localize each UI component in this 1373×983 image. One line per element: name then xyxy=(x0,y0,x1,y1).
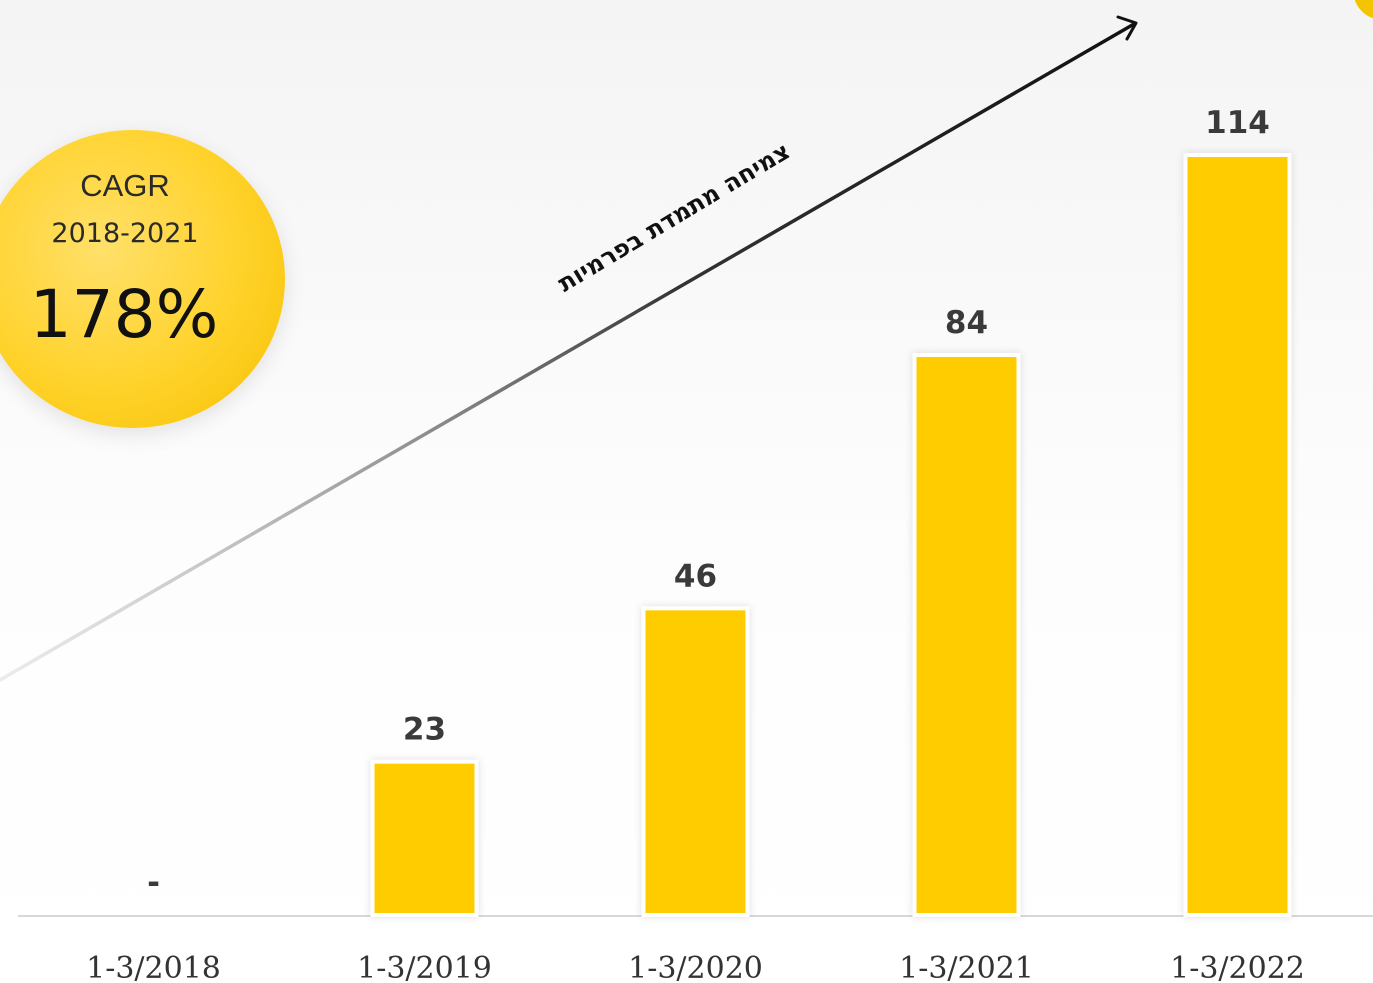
value-label-1-3/2021: 84 xyxy=(945,305,988,341)
x-tick-1-3/2021: 1-3/2021 xyxy=(899,951,1034,983)
bar-1-3/2020 xyxy=(641,606,750,917)
bar-1-3/2019 xyxy=(370,759,479,918)
bar-series xyxy=(370,153,1292,918)
x-tick-labels: 1-3/2018 1-3/2019 1-3/2020 1-3/2021 1-3/2022 xyxy=(86,951,1305,983)
x-tick-1-3/2018: 1-3/2018 xyxy=(86,951,221,983)
trend-line xyxy=(0,22,1136,682)
bar-1-3/2022 xyxy=(1183,153,1292,917)
bar-1-3/2021 xyxy=(912,353,1021,917)
x-tick-1-3/2019: 1-3/2019 xyxy=(357,951,492,983)
value-label-1-3/2020: 46 xyxy=(674,558,717,594)
value-label-1-3/2019: 23 xyxy=(403,712,446,748)
cagr-period: 2018-2021 xyxy=(51,218,199,249)
cagr-value: 178% xyxy=(29,276,219,353)
value-label-1-3/2022: 114 xyxy=(1205,105,1270,141)
trend-arrowhead xyxy=(1116,15,1138,41)
cagr-badge xyxy=(0,130,285,428)
value-labels: - 23 46 84 114 xyxy=(147,105,1270,901)
value-label-1-3/2018: - xyxy=(147,865,160,901)
trend-annotation: צמיחה מתמדת בפרמיות xyxy=(553,137,795,298)
x-tick-1-3/2020: 1-3/2020 xyxy=(628,951,763,983)
cagr-label: CAGR xyxy=(80,168,170,203)
x-tick-1-3/2022: 1-3/2022 xyxy=(1170,951,1305,983)
